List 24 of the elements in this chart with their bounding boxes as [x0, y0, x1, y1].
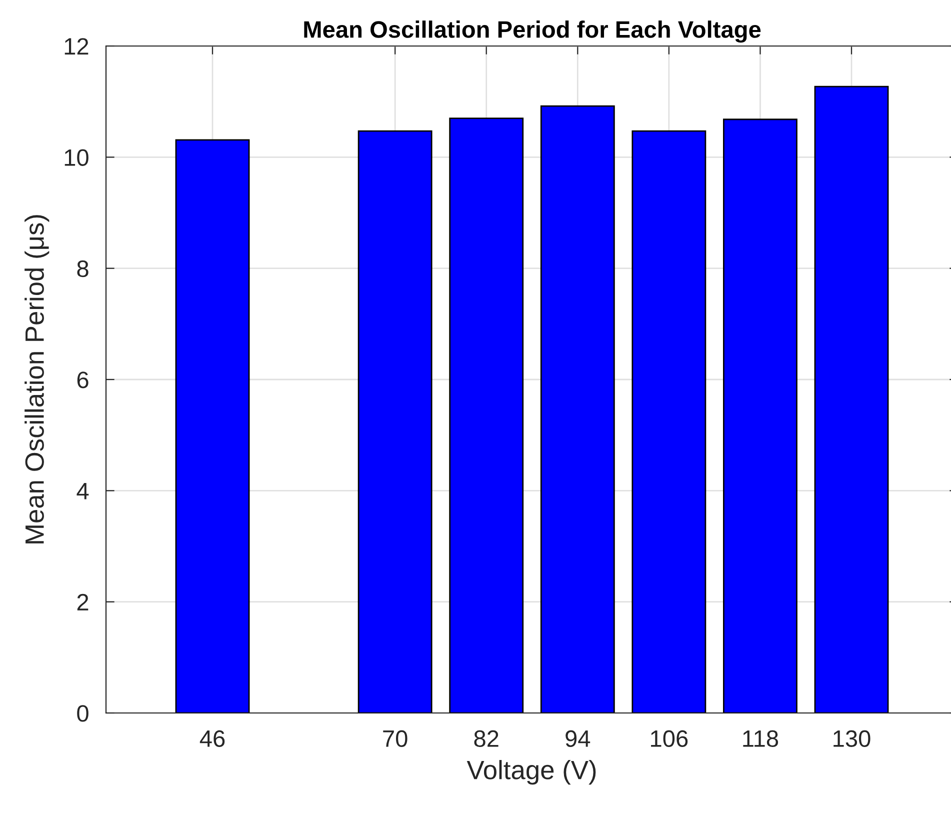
y-tick-label: 12	[64, 38, 88, 55]
bar	[358, 130, 432, 713]
x-tick-label: 118	[743, 730, 778, 748]
bar	[723, 118, 798, 713]
x-tick-label: 106	[651, 730, 688, 748]
y-tick-label: 8	[77, 260, 88, 278]
x-tick-label: 46	[200, 730, 225, 748]
y-tick-label: 6	[77, 372, 88, 388]
bar	[449, 118, 524, 713]
x-tick-label: 70	[383, 730, 408, 748]
x-tick-label: 82	[474, 730, 498, 748]
bar	[814, 86, 889, 713]
bar	[175, 139, 250, 713]
y-axis-title: Mean Oscillation Period (μs)	[24, 215, 50, 544]
y-tick-label: 10	[64, 149, 88, 166]
y-tick-label: 0	[77, 705, 88, 722]
x-axis-title: Voltage (V)	[466, 760, 596, 785]
bar	[540, 105, 615, 713]
y-tick-label: 2	[77, 594, 88, 610]
x-tick-label: 130	[834, 730, 870, 748]
chart-title: Mean Oscillation Period for Each Voltage	[304, 20, 761, 43]
y-tick-label: 4	[76, 482, 89, 500]
bar	[632, 130, 706, 713]
x-tick-label: 94	[566, 730, 590, 748]
